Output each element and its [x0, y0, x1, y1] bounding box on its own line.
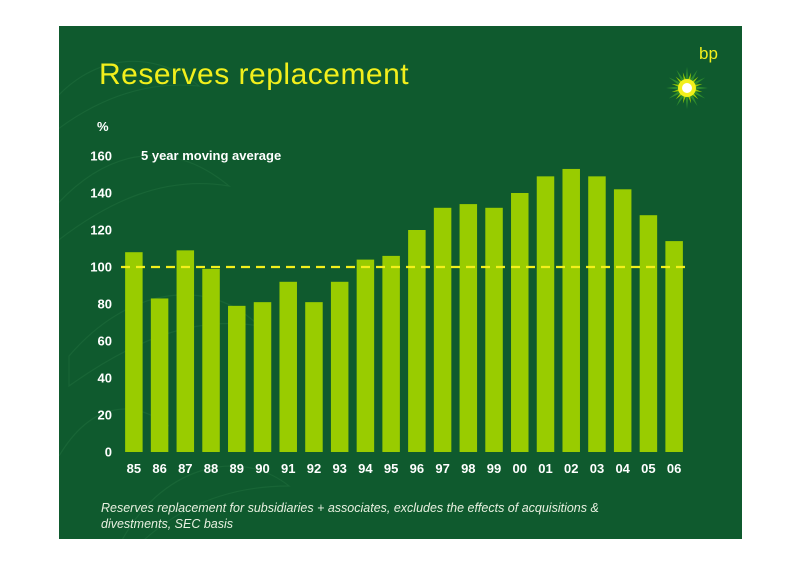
- bar-05: [639, 215, 658, 452]
- slide-title: Reserves replacement: [99, 58, 410, 91]
- y-tick-label: 20: [98, 408, 112, 423]
- x-tick-label: 92: [307, 461, 321, 476]
- x-tick-label: 97: [435, 461, 449, 476]
- bar-03: [588, 176, 606, 452]
- bar-86: [150, 298, 169, 452]
- x-tick-label: 99: [487, 461, 501, 476]
- y-axis-label: %: [97, 119, 109, 134]
- y-tick-label: 120: [90, 223, 112, 238]
- bar-95: [382, 255, 400, 452]
- y-tick-label: 60: [98, 334, 112, 349]
- bar-99: [485, 207, 503, 452]
- x-axis: 85 86 87 88 89 90 91 92 93 94 95 96 97 98 99 00 01 02 03 04…: [127, 461, 682, 476]
- bar-02: [562, 168, 580, 452]
- bar-85: [125, 252, 143, 452]
- x-tick-label: 95: [384, 461, 398, 476]
- bars: [125, 168, 683, 453]
- y-tick-label: 160: [90, 149, 112, 164]
- x-tick-label: 94: [358, 461, 373, 476]
- bar-96: [408, 230, 426, 452]
- helios-sunburst-icon: [666, 67, 708, 109]
- y-tick-label: 100: [90, 260, 112, 275]
- x-tick-label: 03: [590, 461, 604, 476]
- x-tick-label: 93: [332, 461, 346, 476]
- bar-04: [613, 189, 632, 453]
- x-tick-label: 01: [538, 461, 552, 476]
- x-tick-label: 00: [513, 461, 527, 476]
- x-tick-label: 05: [641, 461, 655, 476]
- x-tick-label: 89: [230, 461, 244, 476]
- x-tick-label: 91: [281, 461, 295, 476]
- x-tick-label: 02: [564, 461, 578, 476]
- x-tick-label: 98: [461, 461, 475, 476]
- bar-92: [305, 302, 323, 452]
- x-tick-label: 96: [410, 461, 424, 476]
- bar-00: [511, 193, 529, 452]
- y-tick-label: 40: [98, 371, 112, 386]
- bar-87: [176, 250, 195, 452]
- bar-90: [253, 302, 272, 452]
- x-tick-label: 87: [178, 461, 192, 476]
- bar-94: [356, 259, 375, 452]
- bar-89: [228, 305, 246, 452]
- bp-logo-text: bp: [699, 44, 718, 63]
- y-tick-label: 0: [105, 445, 112, 460]
- x-tick-label: 86: [152, 461, 166, 476]
- bar-93: [330, 281, 349, 452]
- x-tick-label: 88: [204, 461, 218, 476]
- bar-98: [459, 204, 478, 452]
- bar-01: [536, 176, 555, 452]
- y-axis: % 0 20 40 60 80 100 120 140 160: [90, 119, 112, 460]
- bar-91: [279, 281, 297, 452]
- bar-06: [665, 241, 683, 452]
- y-tick-label: 140: [90, 186, 112, 201]
- bar-88: [202, 268, 220, 452]
- x-tick-label: 90: [255, 461, 269, 476]
- x-tick-label: 06: [667, 461, 681, 476]
- footnote: Reserves replacement for subsidiaries + …: [101, 501, 599, 531]
- x-tick-label: 04: [615, 461, 630, 476]
- bar-97: [433, 207, 452, 452]
- y-tick-label: 80: [98, 297, 112, 312]
- x-tick-label: 85: [127, 461, 141, 476]
- slide: Reserves replacement bp % 0 20 40 60 80 100 12…: [59, 26, 742, 539]
- moving-average-annotation: 5 year moving average: [141, 148, 281, 163]
